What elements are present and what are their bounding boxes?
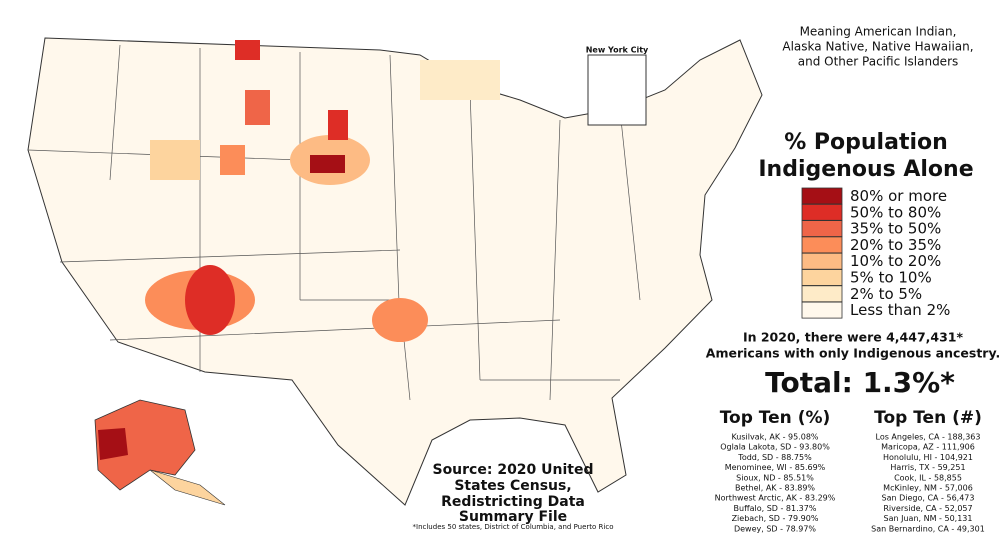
list-row: Northwest Arctic, AK - 83.29% xyxy=(715,494,836,503)
list-row: Cook, IL - 58,855 xyxy=(894,473,962,482)
note-line: and Other Pacific Islanders xyxy=(798,55,959,69)
list-row: Los Angeles, CA - 188,363 xyxy=(876,433,981,442)
legend-swatch xyxy=(801,187,843,205)
list-row: Oglala Lakota, SD - 93.80% xyxy=(720,443,830,452)
list-row: Todd, SD - 88.75% xyxy=(737,453,812,462)
list-row: Buffalo, SD - 81.37% xyxy=(734,504,817,513)
legend-title: % Population xyxy=(784,130,948,155)
note-line: Meaning American Indian, xyxy=(800,25,957,39)
legend-title: Indigenous Alone xyxy=(758,157,973,182)
top-ten-lists: Top Ten (%) Kusilvak, AK - 95.08%Oglala L… xyxy=(715,408,985,533)
source-line: Redistricting Data xyxy=(441,494,585,510)
list-row: Honolulu, HI - 104,921 xyxy=(883,453,973,462)
legend-swatch xyxy=(801,285,843,303)
map: New York City xyxy=(27,37,763,506)
list-row: McKinley, NM - 57,006 xyxy=(883,484,973,493)
list-row: Menominee, WI - 85.69% xyxy=(725,463,826,472)
legend-swatch xyxy=(801,203,843,221)
shaded-areas xyxy=(145,40,500,342)
list-title: Top Ten (#) xyxy=(874,408,982,428)
inset-label: New York City xyxy=(586,46,649,55)
list-row: San Juan, NM - 50,131 xyxy=(884,514,973,523)
list-row: Sioux, ND - 85.51% xyxy=(736,473,814,482)
source-line: Source: 2020 United xyxy=(432,462,593,478)
legend-label: 10% to 20% xyxy=(850,252,941,270)
list-row: San Diego, CA - 56,473 xyxy=(882,494,975,503)
legend: % Population Indigenous Alone 80% or mor… xyxy=(758,130,973,319)
source: Source: 2020 United States Census, Redis… xyxy=(432,462,593,525)
list-row: Kusilvak, AK - 95.08% xyxy=(731,433,818,442)
total: Total: 1.3%* xyxy=(765,366,955,399)
legend-swatch xyxy=(801,301,843,319)
source-line: States Census, xyxy=(454,478,571,494)
contiguous-us xyxy=(27,37,763,506)
legend-label: 35% to 50% xyxy=(850,220,941,238)
legend-label: 20% to 35% xyxy=(850,236,941,254)
list-title: Top Ten (%) xyxy=(720,408,831,428)
list-row: Dewey, SD - 78.97% xyxy=(734,524,816,533)
legend-swatch xyxy=(801,252,843,270)
legend-label: Less than 2% xyxy=(850,301,950,319)
source-line: Summary File xyxy=(459,509,567,525)
note-line: Alaska Native, Native Hawaiian, xyxy=(782,40,973,54)
list-row: Riverside, CA - 52,057 xyxy=(883,504,972,513)
legend-swatch xyxy=(801,220,843,238)
list-row: Maricopa, AZ - 111,906 xyxy=(881,443,975,452)
legend-label: 2% to 5% xyxy=(850,285,922,303)
list-row: San Bernardino, CA - 49,301 xyxy=(871,524,985,533)
legend-swatch xyxy=(801,269,843,286)
list-row: Bethel, AK - 83.89% xyxy=(735,484,815,493)
legend-label: 80% or more xyxy=(850,187,947,205)
legend-label: 5% to 10% xyxy=(850,269,932,287)
summary-line: Americans with only Indigenous ancestry. xyxy=(706,346,1000,361)
list-row: Ziebach, SD - 79.90% xyxy=(732,514,819,523)
legend-swatch xyxy=(801,236,843,254)
note: Meaning American Indian, Alaska Native, … xyxy=(782,25,973,69)
summary-line: In 2020, there were 4,447,431* xyxy=(743,330,964,345)
alaska-inset xyxy=(94,399,226,506)
legend-label: 50% to 80% xyxy=(850,203,941,221)
footnote: *Includes 50 states, District of Columbi… xyxy=(413,523,614,531)
list-row: Harris, TX - 59,251 xyxy=(890,463,965,472)
nyc-inset xyxy=(587,54,647,126)
